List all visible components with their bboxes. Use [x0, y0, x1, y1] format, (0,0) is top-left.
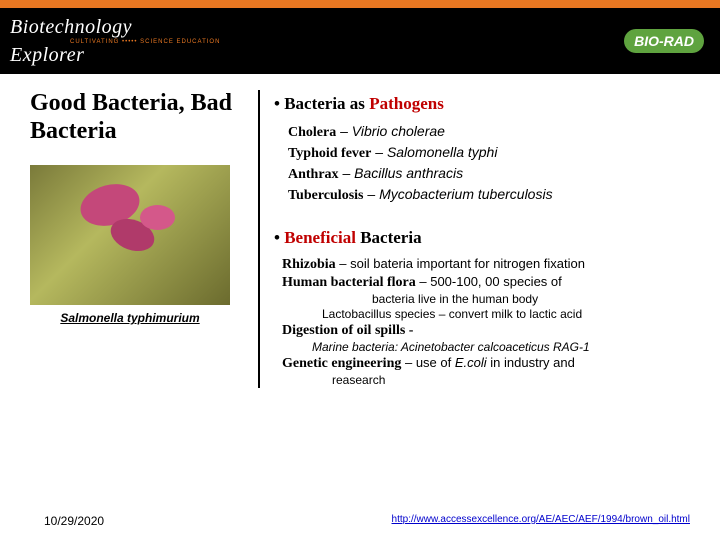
disease-name: Tuberculosis [288, 188, 363, 203]
species-name: Vibrio cholerae [352, 123, 445, 139]
sep: – [371, 144, 387, 160]
benefit-name: Digestion of oil spills - [282, 323, 413, 338]
pathogens-heading: • Bacteria as Pathogens [274, 94, 710, 114]
slide-title: Good Bacteria, Bad Bacteria [30, 90, 244, 145]
disease-name: Typhoid fever [288, 146, 371, 161]
pathogens-list: Cholera – Vibrio cholerae Typhoid fever … [288, 122, 710, 206]
explorer-logo: Biotechnology CULTIVATING ••••• SCIENCE … [10, 17, 220, 65]
sep: – [336, 123, 352, 139]
image-caption: Salmonella typhimurium [30, 311, 230, 325]
list-item: Tuberculosis – Mycobacterium tuberculosi… [288, 185, 710, 206]
heading-prefix: • [274, 228, 284, 247]
sep: – [339, 165, 355, 181]
list-item: Digestion of oil spills - [282, 322, 710, 340]
slide-content: Good Bacteria, Bad Bacteria Salmonella t… [0, 74, 720, 388]
biorad-logo: BIO-RAD [624, 29, 704, 53]
list-item: Rhizobia – soil bateria important for ni… [282, 256, 710, 274]
sep: – [363, 186, 379, 202]
benefit-desc: – 500-100, 00 species of [416, 274, 562, 289]
beneficial-list: Rhizobia – soil bateria important for ni… [282, 256, 710, 389]
list-item: Cholera – Vibrio cholerae [288, 122, 710, 143]
benefit-desc: – use of [401, 355, 454, 370]
heading-suffix: Bacteria [356, 228, 422, 247]
logo-line2: Explorer [10, 45, 220, 65]
benefit-subline: Lactobacillus species – convert milk to … [322, 307, 710, 322]
species-name: Salomonella typhi [387, 144, 498, 160]
disease-name: Cholera [288, 125, 336, 140]
list-item: Genetic engineering – use of E.coli in i… [282, 355, 710, 373]
list-item: Anthrax – Bacillus anthracis [288, 164, 710, 185]
species-name: Bacillus anthracis [354, 165, 463, 181]
species-name: E.coli [455, 355, 487, 370]
benefit-subline: reasearch [332, 373, 710, 388]
right-column: • Bacteria as Pathogens Cholera – Vibrio… [260, 90, 710, 388]
beneficial-heading: • Beneficial Bacteria [274, 228, 710, 248]
bacteria-image [30, 165, 230, 305]
logo-line1: Biotechnology [10, 17, 220, 37]
benefit-name: Human bacterial flora [282, 275, 416, 290]
footer: 10/29/2020 http://www.accessexcellence.o… [0, 514, 720, 528]
accent-bar [0, 0, 720, 8]
list-item: Human bacterial flora – 500-100, 00 spec… [282, 274, 710, 292]
heading-highlight: Pathogens [369, 94, 444, 113]
header-bar: Biotechnology CULTIVATING ••••• SCIENCE … [0, 8, 720, 74]
benefit-name: Genetic engineering [282, 356, 401, 371]
benefit-subline: Marine bacteria: Acinetobacter calcoacet… [312, 340, 710, 355]
bacteria-blob [140, 205, 175, 230]
heading-prefix: • Bacteria as [274, 94, 369, 113]
list-item: Typhoid fever – Salomonella typhi [288, 143, 710, 164]
benefit-subline: bacteria live in the human body [372, 292, 710, 307]
species-name: Mycobacterium tuberculosis [379, 186, 553, 202]
heading-highlight: Beneficial [284, 228, 356, 247]
benefit-desc: in industry and [487, 355, 575, 370]
left-column: Good Bacteria, Bad Bacteria Salmonella t… [30, 90, 260, 388]
footer-link[interactable]: http://www.accessexcellence.org/AE/AEC/A… [392, 514, 690, 528]
footer-date: 10/29/2020 [44, 514, 104, 528]
benefit-name: Rhizobia [282, 257, 336, 272]
disease-name: Anthrax [288, 167, 339, 182]
benefit-desc: – soil bateria important for nitrogen fi… [336, 256, 585, 271]
